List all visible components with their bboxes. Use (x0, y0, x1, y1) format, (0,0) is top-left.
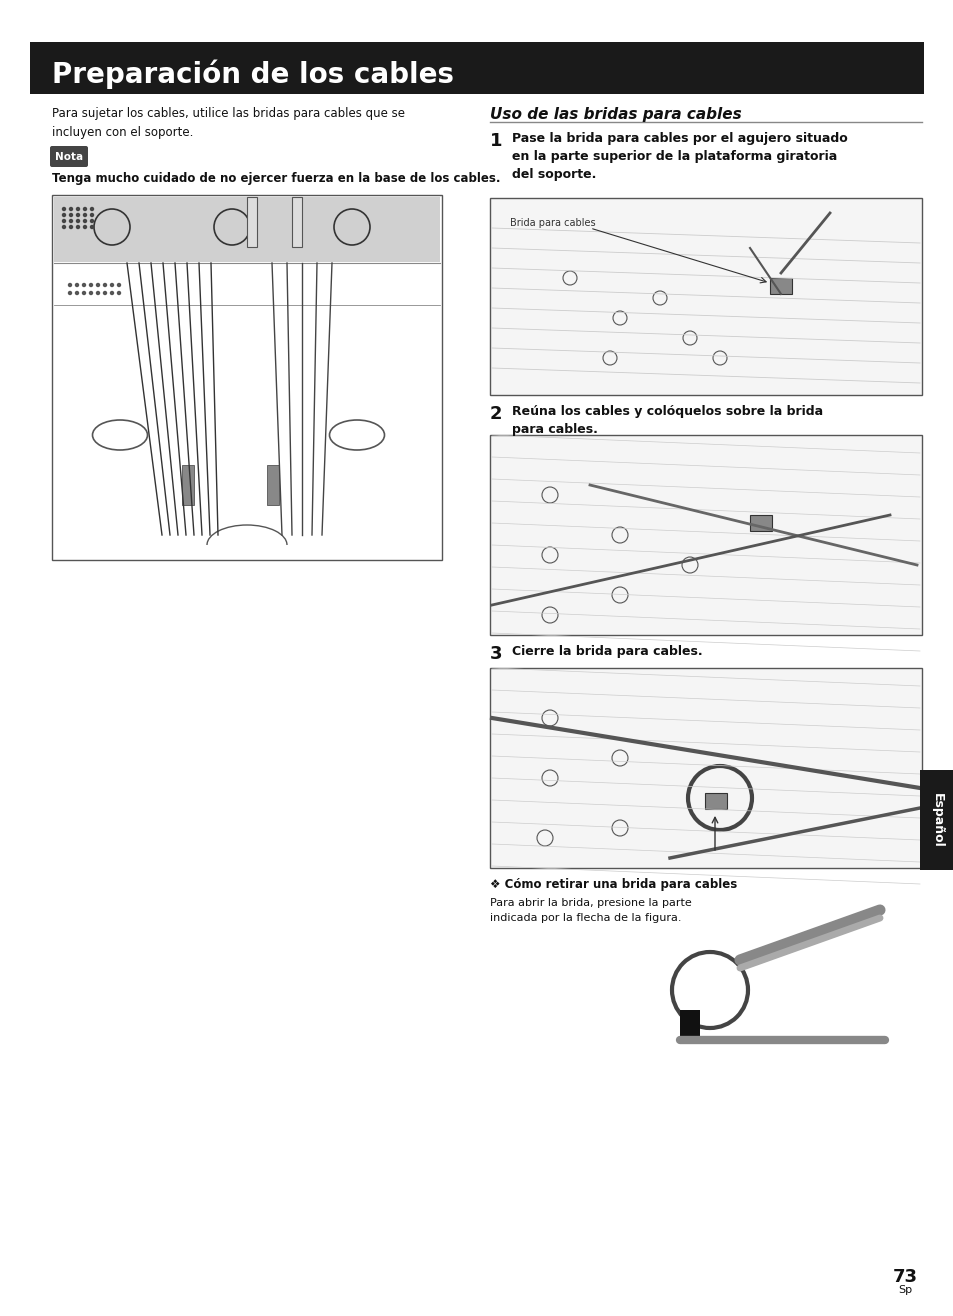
FancyBboxPatch shape (50, 146, 88, 167)
Circle shape (103, 292, 107, 295)
Circle shape (70, 213, 72, 217)
Bar (769, 278, 791, 293)
Text: Brida para cables: Brida para cables (510, 218, 595, 228)
Circle shape (84, 225, 87, 229)
Circle shape (96, 283, 99, 287)
Circle shape (69, 283, 71, 287)
Circle shape (103, 283, 107, 287)
Bar (292, 197, 302, 247)
Circle shape (111, 283, 113, 287)
Bar (679, 1009, 700, 1038)
Circle shape (117, 292, 120, 295)
Circle shape (91, 208, 93, 211)
Text: Nota: Nota (55, 151, 83, 162)
Circle shape (96, 292, 99, 295)
Bar (247, 197, 256, 247)
Bar (490, 669, 921, 869)
Bar (52, 195, 441, 561)
Bar (267, 465, 278, 505)
Circle shape (90, 292, 92, 295)
Circle shape (117, 283, 120, 287)
Circle shape (69, 292, 71, 295)
Bar (54, 197, 439, 262)
Text: 2: 2 (490, 405, 502, 422)
Circle shape (91, 225, 93, 229)
Text: Español: Español (929, 792, 943, 848)
Text: 73: 73 (892, 1269, 917, 1286)
Circle shape (82, 292, 86, 295)
Circle shape (111, 292, 113, 295)
Text: 3: 3 (490, 645, 502, 663)
Text: Reúna los cables y colóquelos sobre la brida
para cables.: Reúna los cables y colóquelos sobre la b… (512, 405, 822, 436)
Text: Preparación de los cables: Preparación de los cables (52, 59, 454, 88)
Circle shape (63, 225, 66, 229)
Text: Tenga mucho cuidado de no ejercer fuerza en la base de los cables.: Tenga mucho cuidado de no ejercer fuerza… (52, 172, 500, 186)
Circle shape (63, 213, 66, 217)
Circle shape (70, 225, 72, 229)
Text: 1: 1 (490, 132, 502, 150)
Circle shape (82, 283, 86, 287)
Circle shape (63, 208, 66, 211)
Circle shape (70, 220, 72, 222)
Circle shape (75, 283, 78, 287)
Text: Sp: Sp (897, 1284, 911, 1295)
Circle shape (76, 208, 79, 211)
Circle shape (91, 213, 93, 217)
Bar (490, 436, 921, 636)
Circle shape (76, 225, 79, 229)
Bar (182, 465, 193, 505)
Circle shape (76, 220, 79, 222)
Circle shape (76, 213, 79, 217)
Circle shape (84, 213, 87, 217)
Bar (30, 42, 923, 93)
Circle shape (75, 292, 78, 295)
Circle shape (90, 283, 92, 287)
Text: Para sujetar los cables, utilice las bridas para cables que se
incluyen con el s: Para sujetar los cables, utilice las bri… (52, 107, 405, 139)
Circle shape (63, 220, 66, 222)
Bar (919, 770, 953, 870)
Circle shape (84, 220, 87, 222)
Text: Para abrir la brida, presione la parte
indicada por la flecha de la figura.: Para abrir la brida, presione la parte i… (490, 898, 691, 923)
Text: ❖ Cómo retirar una brida para cables: ❖ Cómo retirar una brida para cables (490, 878, 737, 891)
Circle shape (91, 220, 93, 222)
Text: Pase la brida para cables por el agujero situado
en la parte superior de la plat: Pase la brida para cables por el agujero… (512, 132, 847, 182)
Text: Cierre la brida para cables.: Cierre la brida para cables. (512, 645, 702, 658)
Text: Uso de las bridas para cables: Uso de las bridas para cables (490, 107, 741, 122)
Bar (704, 794, 726, 809)
Circle shape (84, 208, 87, 211)
Bar (490, 197, 921, 395)
Bar (749, 515, 771, 530)
Circle shape (70, 208, 72, 211)
